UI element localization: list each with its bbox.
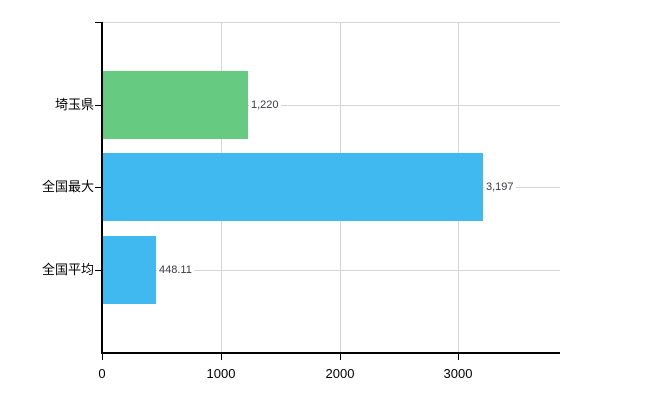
- bar: [103, 71, 248, 139]
- y-tick: [95, 105, 102, 106]
- x-tick-label: 0: [98, 366, 106, 381]
- y-tick: [95, 187, 102, 188]
- h-gridline: [102, 22, 560, 23]
- bar-value-label: 3,197: [484, 180, 516, 194]
- x-tick: [102, 354, 103, 360]
- h-gridline: [102, 105, 560, 106]
- y-tick: [95, 270, 102, 271]
- bar-value-label: 448.11: [157, 263, 194, 277]
- h-gridline: [102, 270, 560, 271]
- category-label: 全国平均: [41, 262, 94, 277]
- x-tick-label: 3000: [443, 366, 473, 381]
- x-tick: [221, 354, 222, 360]
- x-tick: [340, 354, 341, 360]
- category-label: 埼玉県: [54, 97, 94, 112]
- y-tick: [95, 22, 102, 23]
- bar: [103, 153, 483, 221]
- x-axis-line: [101, 352, 560, 354]
- x-tick-label: 1000: [206, 366, 236, 381]
- x-tick-label: 2000: [325, 366, 355, 381]
- bar-value-label: 1,220: [249, 98, 281, 112]
- x-tick: [458, 354, 459, 360]
- category-label: 全国最大: [41, 179, 94, 194]
- bar: [103, 236, 156, 304]
- y-axis-line: [101, 22, 103, 353]
